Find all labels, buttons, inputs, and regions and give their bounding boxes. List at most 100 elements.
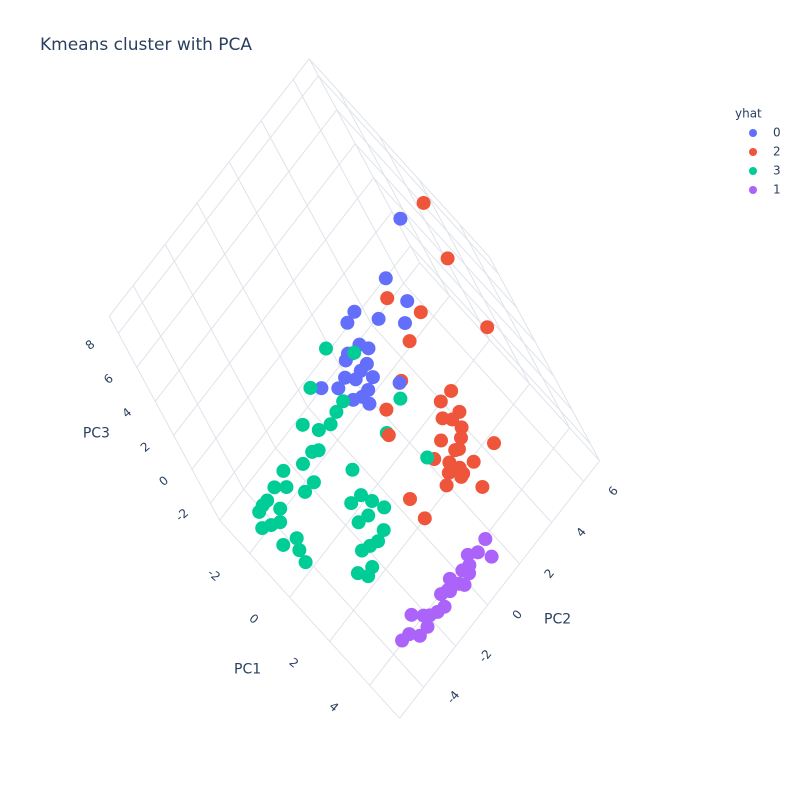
x-axis-title: PC1	[234, 661, 261, 677]
point	[416, 195, 431, 210]
point	[303, 380, 318, 395]
point	[323, 417, 338, 432]
point	[403, 492, 417, 506]
point	[442, 455, 457, 470]
point	[480, 320, 495, 335]
grid-line	[338, 91, 451, 297]
grid-line	[154, 143, 356, 402]
legend-item[interactable]: 1	[749, 183, 781, 197]
legend-label: 0	[773, 126, 781, 140]
point	[379, 402, 394, 417]
point	[417, 511, 432, 526]
point	[466, 454, 481, 469]
point	[329, 404, 344, 419]
legend-label: 2	[773, 145, 781, 159]
point	[340, 315, 355, 330]
grid-line	[410, 245, 591, 445]
point	[381, 428, 396, 443]
point	[487, 436, 501, 451]
grid-line	[292, 79, 405, 284]
legend-label: 3	[773, 164, 781, 178]
grid-line	[118, 75, 319, 334]
point	[451, 442, 466, 457]
point	[295, 417, 310, 432]
point	[289, 531, 304, 546]
grid-line	[418, 179, 531, 385]
point	[298, 555, 313, 570]
grid-line	[289, 339, 490, 598]
point	[402, 334, 417, 349]
point	[351, 515, 366, 530]
grid-line	[391, 211, 573, 411]
point	[402, 627, 417, 642]
point	[444, 383, 459, 398]
point	[276, 463, 291, 478]
point	[484, 549, 499, 564]
point	[267, 480, 282, 495]
point	[365, 494, 380, 509]
grid-line	[354, 143, 536, 343]
point	[457, 577, 472, 592]
point	[347, 345, 362, 360]
legend: yhat 0 2 3 1	[735, 107, 781, 197]
legend-marker	[749, 186, 757, 194]
point	[420, 450, 435, 465]
point	[454, 469, 469, 484]
point	[442, 571, 457, 586]
chart-title: Kmeans cluster with PCA	[40, 35, 252, 55]
legend-marker	[749, 148, 757, 156]
point	[393, 211, 408, 226]
grid-line	[210, 245, 411, 504]
box-edge	[108, 316, 221, 521]
z-axis-title: PC3	[83, 425, 110, 441]
point	[378, 271, 393, 286]
point	[314, 381, 329, 396]
point	[292, 543, 307, 558]
point	[276, 537, 291, 552]
grid-line	[403, 283, 584, 482]
point	[279, 480, 294, 495]
point	[298, 484, 313, 499]
grid-line	[196, 202, 309, 408]
grid-line	[373, 177, 554, 377]
legend-item[interactable]: 3	[749, 164, 781, 178]
point	[371, 534, 386, 549]
grid-line	[260, 120, 373, 325]
point	[331, 381, 346, 396]
point	[440, 251, 455, 266]
box-edge	[308, 58, 490, 258]
point	[345, 462, 360, 477]
point	[475, 479, 490, 494]
point	[392, 375, 407, 390]
point	[470, 545, 485, 560]
point	[361, 341, 376, 356]
point	[348, 372, 363, 387]
grid-line	[458, 223, 571, 429]
point	[404, 607, 419, 622]
box-edge	[308, 58, 421, 264]
grid-line	[191, 211, 393, 470]
point	[433, 394, 448, 409]
box-edge	[488, 256, 601, 462]
point	[393, 391, 408, 406]
point	[273, 501, 288, 516]
grid-line	[318, 75, 499, 275]
grid-line	[378, 135, 491, 341]
legend-item[interactable]: 0	[749, 126, 781, 140]
point	[454, 420, 469, 435]
point	[416, 608, 431, 623]
point	[478, 532, 493, 546]
box-edge	[108, 58, 310, 317]
point	[311, 423, 326, 437]
box-edge	[399, 460, 600, 719]
grid-line	[329, 383, 530, 642]
legend-item[interactable]: 2	[749, 145, 781, 159]
grid-line	[136, 109, 338, 368]
grid-line	[164, 243, 277, 449]
point	[440, 583, 455, 598]
point	[260, 493, 275, 508]
point	[362, 396, 377, 411]
point	[365, 370, 380, 385]
point	[462, 566, 477, 581]
